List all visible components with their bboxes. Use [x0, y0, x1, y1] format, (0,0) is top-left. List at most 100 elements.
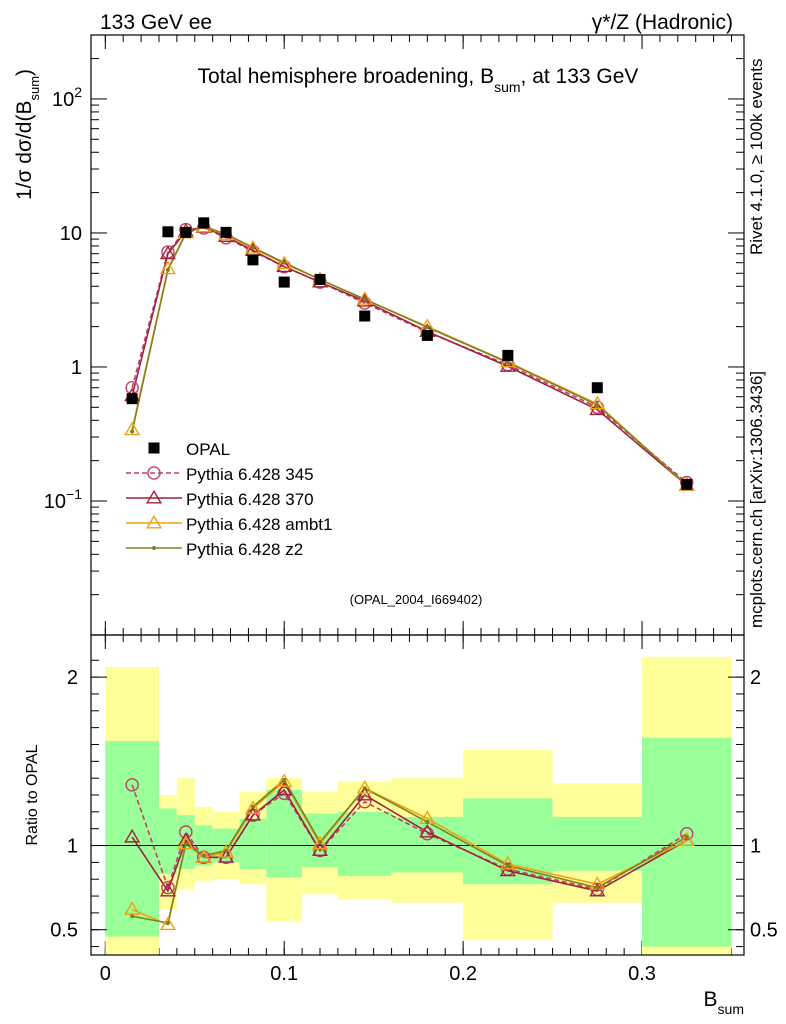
data-point [198, 217, 210, 229]
ratio-y-tick-label-right: 0.5 [750, 920, 778, 942]
ratio-point-z2 [183, 841, 188, 846]
mc-point-370 [499, 358, 516, 372]
ratio-y-tick-label-left: 2 [67, 667, 78, 689]
mc-point-z2 [425, 325, 430, 330]
ratio-point-ambt1 [177, 835, 194, 850]
data-point [502, 349, 514, 361]
ratio-y-label: Ratio to OPAL [24, 744, 41, 845]
y-axis-label-sub: sum [27, 76, 42, 101]
x-axis-label: Bsum [704, 988, 744, 1017]
ratio-panel [91, 656, 744, 955]
data-point [162, 226, 174, 238]
ratio-point-z2 [165, 921, 170, 925]
ratio-point-z2 [282, 777, 287, 782]
mc-point-ambt1 [356, 291, 373, 305]
mc-point-z2 [250, 245, 255, 250]
x-tick-label: 0.1 [270, 963, 298, 985]
y-tick-label-base: 1 [71, 357, 82, 379]
green-band-1 [158, 808, 177, 875]
legend-marker-345 [147, 466, 161, 480]
ratio-point-345 [161, 880, 175, 895]
legend-label-345: Pythia 6.428 345 [186, 465, 314, 484]
x-tick-label: 0.2 [449, 963, 477, 985]
data-point [180, 226, 192, 238]
data-point [278, 276, 290, 288]
y-tick-label-base: 10 [60, 223, 82, 245]
mc-point-ambt1 [244, 239, 261, 254]
legend-marker-opal [148, 442, 160, 454]
mc-point-ambt1 [589, 395, 606, 410]
mc-point-370 [356, 292, 373, 307]
y-axis-label: 1/σ dσ/d(Bsum) [13, 69, 42, 200]
green-band-8 [337, 811, 392, 876]
y-tick-label: 1 [71, 357, 82, 379]
data-point [126, 393, 138, 405]
x-axis-label-sub: sum [718, 1001, 744, 1017]
ratio-point-ambt1 [195, 849, 212, 863]
ratio-point-370 [589, 882, 606, 897]
y-tick-label: 10 [60, 223, 82, 245]
header-left: 133 GeV ee [100, 11, 212, 34]
ratio-point-345 [680, 826, 694, 841]
ratio-point-370 [218, 849, 235, 863]
header-right-prefix: γ*/Z [592, 11, 630, 34]
ratio-y-tick-label-right: 2 [750, 667, 761, 689]
x-tick-label: 0 [100, 963, 111, 985]
rivet-label: Rivet 4.1.0, ≥ 100k events [747, 59, 766, 255]
mc-point-z2 [130, 429, 135, 434]
ratio-point-z2 [684, 835, 689, 840]
ratio-point-370 [159, 882, 176, 897]
y-axis-label-suffix: ) [13, 69, 36, 76]
data-point [359, 310, 371, 322]
data-point [591, 382, 603, 394]
ratio-point-z2 [130, 914, 135, 919]
legend-marker-z2 [152, 546, 156, 550]
mc-point-ambt1 [159, 260, 176, 275]
ratio-point-345 [125, 778, 139, 792]
y-tick-label-base: 10 [44, 491, 66, 513]
legend-label-opal: OPAL [186, 440, 230, 459]
data-point [220, 226, 232, 238]
y-tick-label-base: 10 [52, 89, 74, 111]
x-tick-label: 0.3 [628, 963, 656, 985]
chart-title-sub: sum [494, 79, 520, 95]
mc-point-ambt1 [276, 255, 293, 270]
ratio-point-370 [276, 781, 293, 796]
mc-point-ambt1 [124, 421, 141, 436]
mc-point-z2 [362, 297, 367, 302]
ratio-point-ambt1 [311, 835, 329, 850]
ratio-point-370 [356, 786, 373, 801]
legend-label-370: Pythia 6.428 370 [186, 490, 314, 509]
y-tick-label-exp: 2 [74, 84, 82, 100]
y-tick-label: 102 [52, 84, 82, 111]
ratio-y-tick-label-right: 1 [750, 836, 761, 858]
ratio-y-tick-label-left: 1 [67, 836, 78, 858]
legend-marker-ambt1 [145, 514, 163, 529]
ratio-point-ambt1 [244, 800, 261, 814]
ratio-point-370 [311, 842, 329, 857]
mc-point-z2 [595, 403, 600, 408]
y-axis-label-prefix: 1/σ dσ/d(B [13, 101, 36, 200]
ratio-point-370 [499, 862, 516, 877]
data-point [421, 329, 433, 341]
data-point [247, 254, 259, 266]
data-point [314, 273, 326, 285]
ratio-point-ambt1 [276, 773, 293, 788]
mc-point-370 [276, 258, 293, 273]
chart-title-tail: , at 133 GeV [521, 65, 639, 88]
green-band-5 [239, 818, 267, 870]
ratio-line-370 [131, 788, 688, 893]
chart-title: Total hemisphere broadening, Bsum, at 13… [198, 65, 639, 95]
x-axis-label-main: B [704, 988, 718, 1011]
header-right-suffix: (Hadronic) [629, 11, 733, 34]
ratio-point-ambt1 [356, 780, 373, 794]
legend-marker-370 [145, 489, 163, 504]
mc-point-ambt1 [499, 353, 516, 368]
ratio-point-z2 [224, 848, 229, 853]
ratio-point-ambt1 [218, 844, 235, 858]
ratio-y-tick-label-left: 0.5 [50, 920, 78, 942]
ratio-point-z2 [505, 863, 510, 868]
ratio-point-370 [124, 828, 141, 843]
legend: OPAL Pythia 6.428 345 Pythia 6.428 370 Pyth… [126, 440, 332, 559]
